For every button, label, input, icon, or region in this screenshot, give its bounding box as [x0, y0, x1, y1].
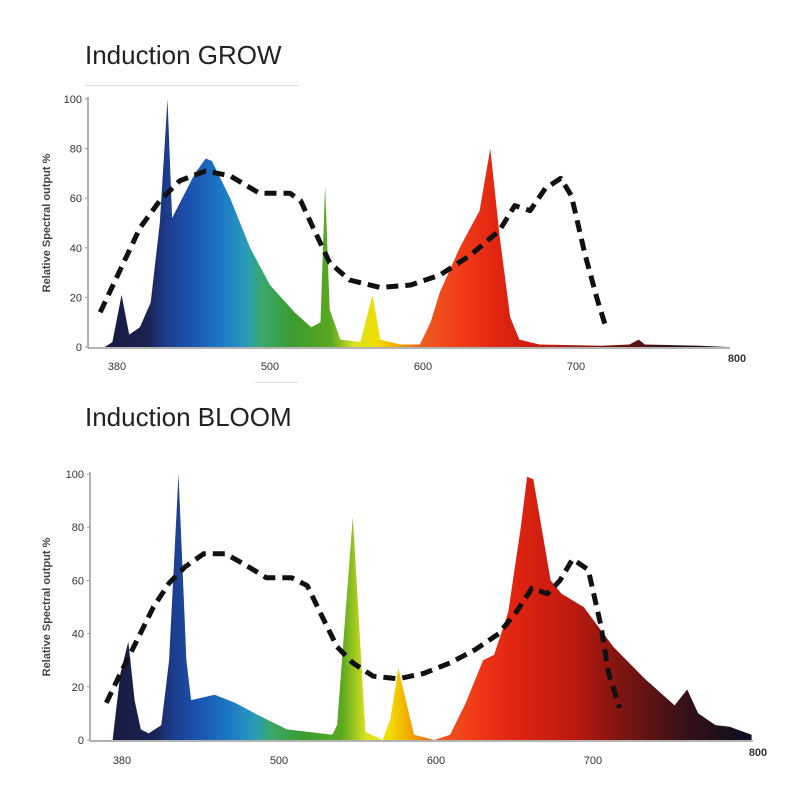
y-tick-label: 20 — [70, 292, 82, 304]
chart-title-grow: Induction GROW — [85, 40, 282, 70]
section-divider — [255, 382, 298, 383]
spectrum-area — [89, 474, 752, 740]
x-tick-label: 380 — [108, 361, 126, 373]
y-axis-label: Relative Spectral output % — [41, 537, 53, 676]
y-tick-label: 80 — [72, 522, 84, 534]
chart-grow: 0 20 40 60 80 100 380 500 600 700 800 Relative Spec… — [41, 94, 746, 373]
reference-dashed-curve — [97, 168, 608, 326]
y-tick-label: 60 — [70, 193, 82, 205]
y-tick-label: 100 — [66, 469, 84, 481]
x-tick-label: 700 — [584, 755, 602, 767]
reference-dashed-curve — [104, 551, 623, 709]
y-tick-label: 40 — [72, 629, 84, 641]
x-tick-label: 380 — [113, 755, 131, 767]
spectrum-area — [86, 99, 728, 347]
y-tick-label: 0 — [76, 342, 82, 354]
x-tick-label: 600 — [427, 755, 445, 767]
x-tick-label: 600 — [414, 361, 432, 373]
x-tick-label: 700 — [567, 361, 585, 373]
y-axis-label: Relative Spectral output % — [41, 153, 53, 292]
chart-bloom: 0 20 40 60 80 100 380 500 600 700 800 Relative Spec… — [41, 469, 767, 767]
x-tick-label: 500 — [261, 361, 279, 373]
x-tick-label: 500 — [270, 755, 288, 767]
x-tick-label: 800 — [749, 747, 767, 759]
y-tick-label: 0 — [78, 735, 84, 747]
title-divider — [85, 85, 298, 86]
x-tick-label: 800 — [728, 353, 746, 365]
y-tick-label: 60 — [72, 575, 84, 587]
chart-title-bloom: Induction BLOOM — [85, 402, 292, 432]
y-tick-label: 100 — [64, 94, 82, 106]
y-tick-label: 20 — [72, 682, 84, 694]
y-tick-label: 40 — [70, 243, 82, 255]
y-tick-label: 80 — [70, 144, 82, 156]
